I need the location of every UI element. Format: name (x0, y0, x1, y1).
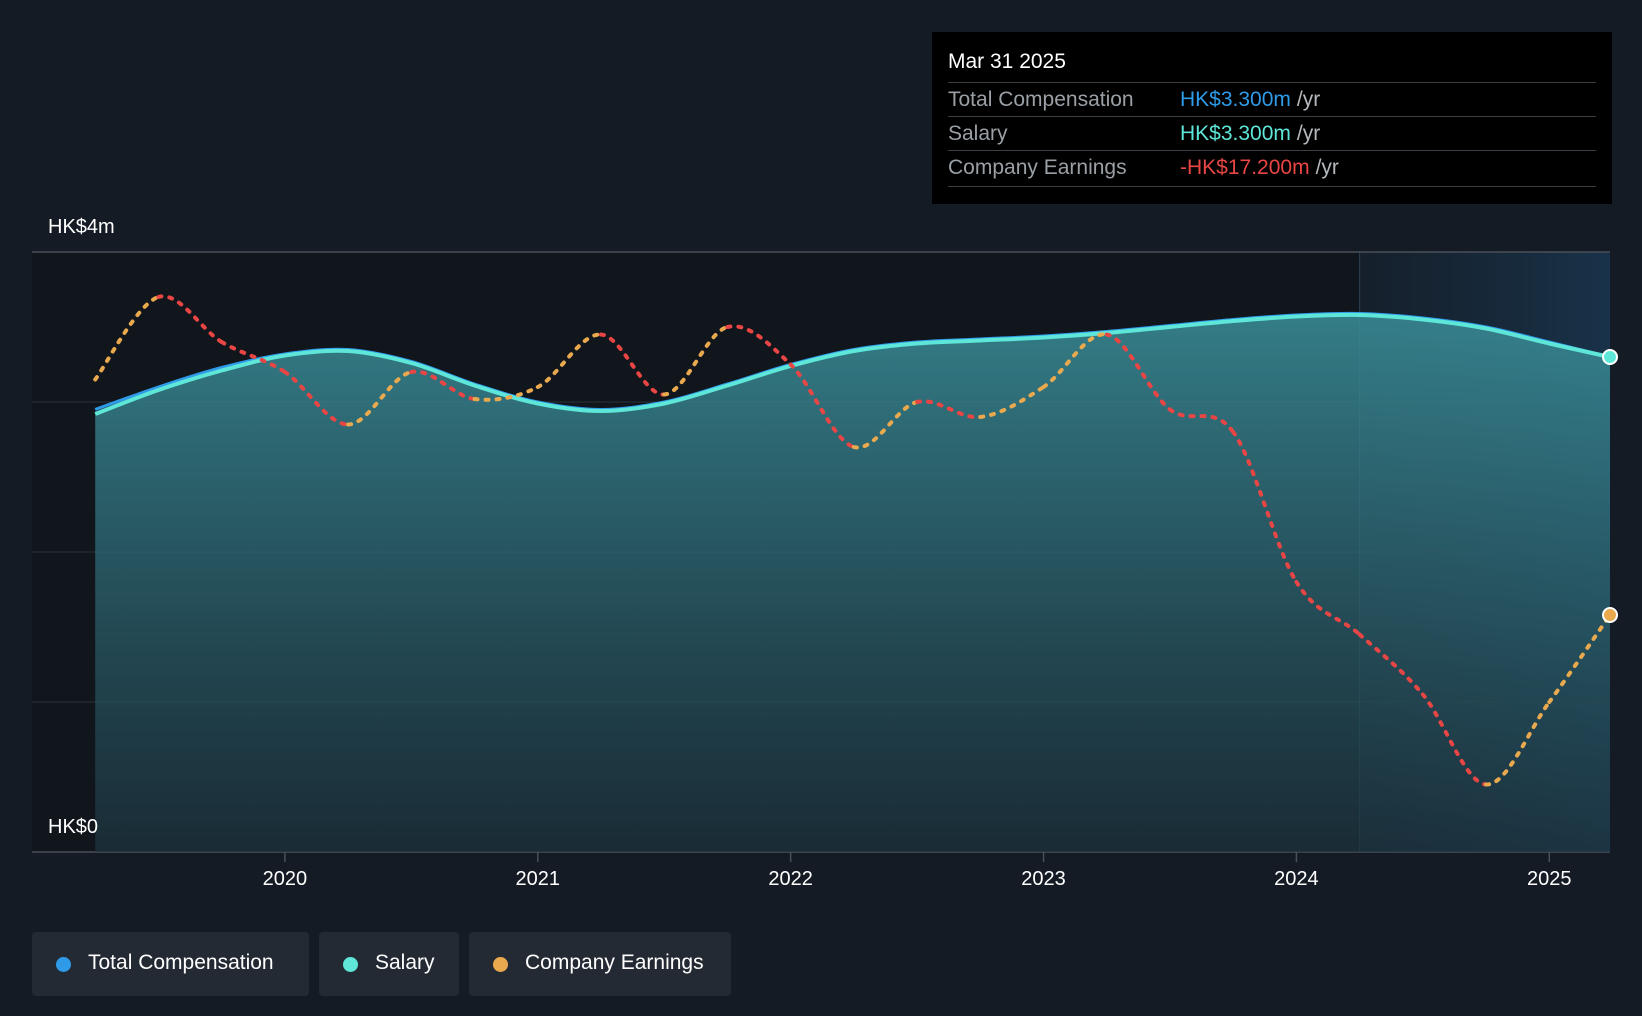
x-tick-label: 2020 (263, 868, 308, 890)
tooltip-value-number: HK$3.300m (1180, 88, 1291, 111)
company-earnings-line-segment (915, 399, 983, 420)
legend-item-company-earnings[interactable]: Company Earnings (469, 932, 731, 996)
x-tick-label: 2022 (768, 868, 813, 890)
legend-label: Salary (375, 951, 435, 974)
company-earnings-line-segment (535, 332, 603, 389)
legend-dot-icon (56, 957, 71, 972)
tooltip-value-number: HK$3.300m (1180, 122, 1291, 145)
tooltip-value: HK$3.300m/yr (1180, 88, 1320, 112)
tooltip-row-company-earnings: Company Earnings -HK$17.200m/yr (948, 150, 1596, 185)
legend-label: Total Compensation (88, 951, 274, 974)
tooltip-label: Salary (948, 122, 1008, 145)
company-earnings-end-marker (1602, 607, 1618, 623)
series-lines (93, 294, 1612, 787)
legend-dot-icon (493, 957, 508, 972)
company-earnings-line-segment (282, 370, 351, 427)
tooltip-divider (948, 186, 1596, 187)
company-earnings-line-segment (598, 332, 667, 397)
company-earnings-line-segment (662, 325, 730, 397)
salary-end-marker (1602, 349, 1618, 365)
company-earnings-line-segment (472, 385, 540, 402)
x-tick-label: 2023 (1021, 868, 1066, 890)
company-earnings-line-segment (1167, 407, 1236, 434)
x-tick-label: 2025 (1527, 868, 1572, 890)
x-tick-label: 2021 (516, 868, 561, 890)
salary-area-fill (95, 314, 1610, 852)
company-earnings-line-segment (788, 362, 856, 449)
tooltip-value: HK$3.300m/yr (1180, 122, 1320, 146)
company-earnings-line-segment (219, 340, 287, 374)
tooltip-label: Company Earnings (948, 156, 1127, 179)
company-earnings-line-segment (1484, 700, 1552, 787)
company-earnings-line-segment (1231, 430, 1299, 584)
tooltip-value-number: -HK$17.200m (1180, 156, 1310, 179)
legend-item-total-compensation[interactable]: Total Compensation (32, 932, 309, 996)
tooltip-value-unit: /yr (1296, 88, 1321, 111)
company-earnings-line-segment (1104, 332, 1172, 412)
y-axis-bottom-label: HK$0 (48, 816, 99, 838)
company-earnings-line-segment (1294, 580, 1362, 637)
tooltip: Mar 31 2025 Total Compensation HK$3.300m… (932, 32, 1612, 204)
salary-area (95, 314, 1610, 852)
company-earnings-line-segment (1041, 332, 1109, 389)
tooltip-row-salary: Salary HK$3.300m/yr (948, 116, 1596, 151)
company-earnings-line-segment (346, 370, 414, 427)
tooltip-label: Total Compensation (948, 88, 1134, 111)
company-earnings-line-segment (725, 324, 793, 367)
company-earnings-line-segment (1420, 692, 1489, 787)
company-earnings-line-segment (1357, 632, 1425, 697)
y-axis-top-label: HK$4m (48, 216, 115, 238)
x-tick-label: 2024 (1274, 868, 1319, 890)
x-axis: 2020 2021 2022 2023 2024 2025 (263, 852, 1572, 890)
salary-line (94, 312, 1611, 416)
tooltip-date: Mar 31 2025 (948, 50, 1066, 73)
tooltip-value-unit: /yr (1296, 122, 1321, 145)
legend-label: Company Earnings (525, 951, 704, 974)
tooltip-row-total-compensation: Total Compensation HK$3.300m/yr (948, 82, 1596, 117)
company-earnings-line-segment (409, 369, 477, 401)
legend-dot-icon (343, 957, 358, 972)
tooltip-value-unit: /yr (1315, 156, 1339, 179)
legend-item-salary[interactable]: Salary (319, 932, 459, 996)
company-earnings-line-segment (156, 294, 224, 344)
end-markers (1602, 349, 1618, 623)
company-earnings-line-segment (978, 385, 1046, 419)
tooltip-value: -HK$17.200m/yr (1180, 156, 1339, 180)
